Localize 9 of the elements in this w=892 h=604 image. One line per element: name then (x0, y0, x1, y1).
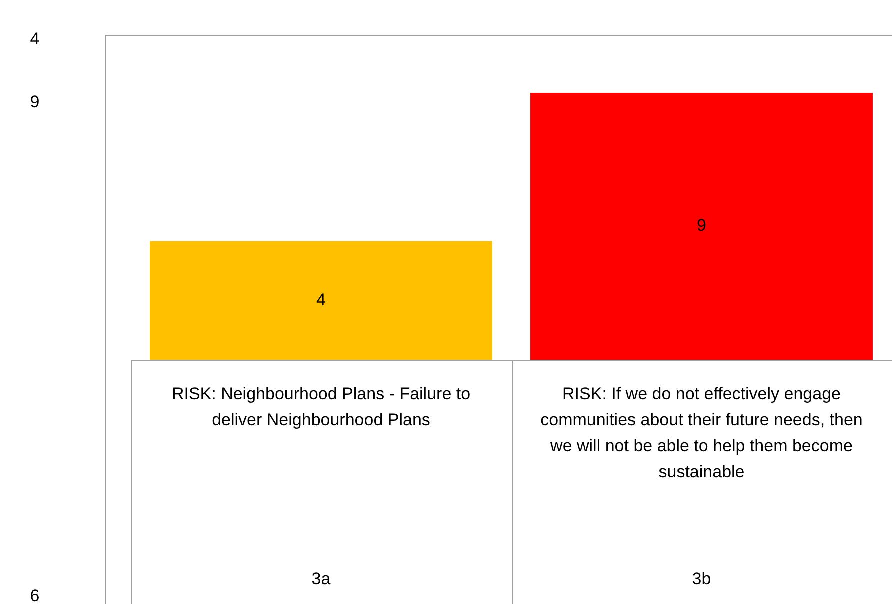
data-label: 9 (697, 216, 706, 236)
text: 4 (30, 30, 40, 49)
x-tick-label: RISK: Neighbourhood Plans - Failure to deliver Neighbourhood Plans (172, 384, 471, 430)
text: 9 (30, 92, 40, 112)
text: 3b (692, 570, 712, 589)
text: 6 (30, 586, 40, 604)
x-tick-label: RISK: If we do not effectively engage communities about their future needs, then we will not be able to help them become sustainable (540, 384, 863, 482)
data-label: 4 (316, 290, 326, 310)
text: 3a (312, 570, 332, 589)
